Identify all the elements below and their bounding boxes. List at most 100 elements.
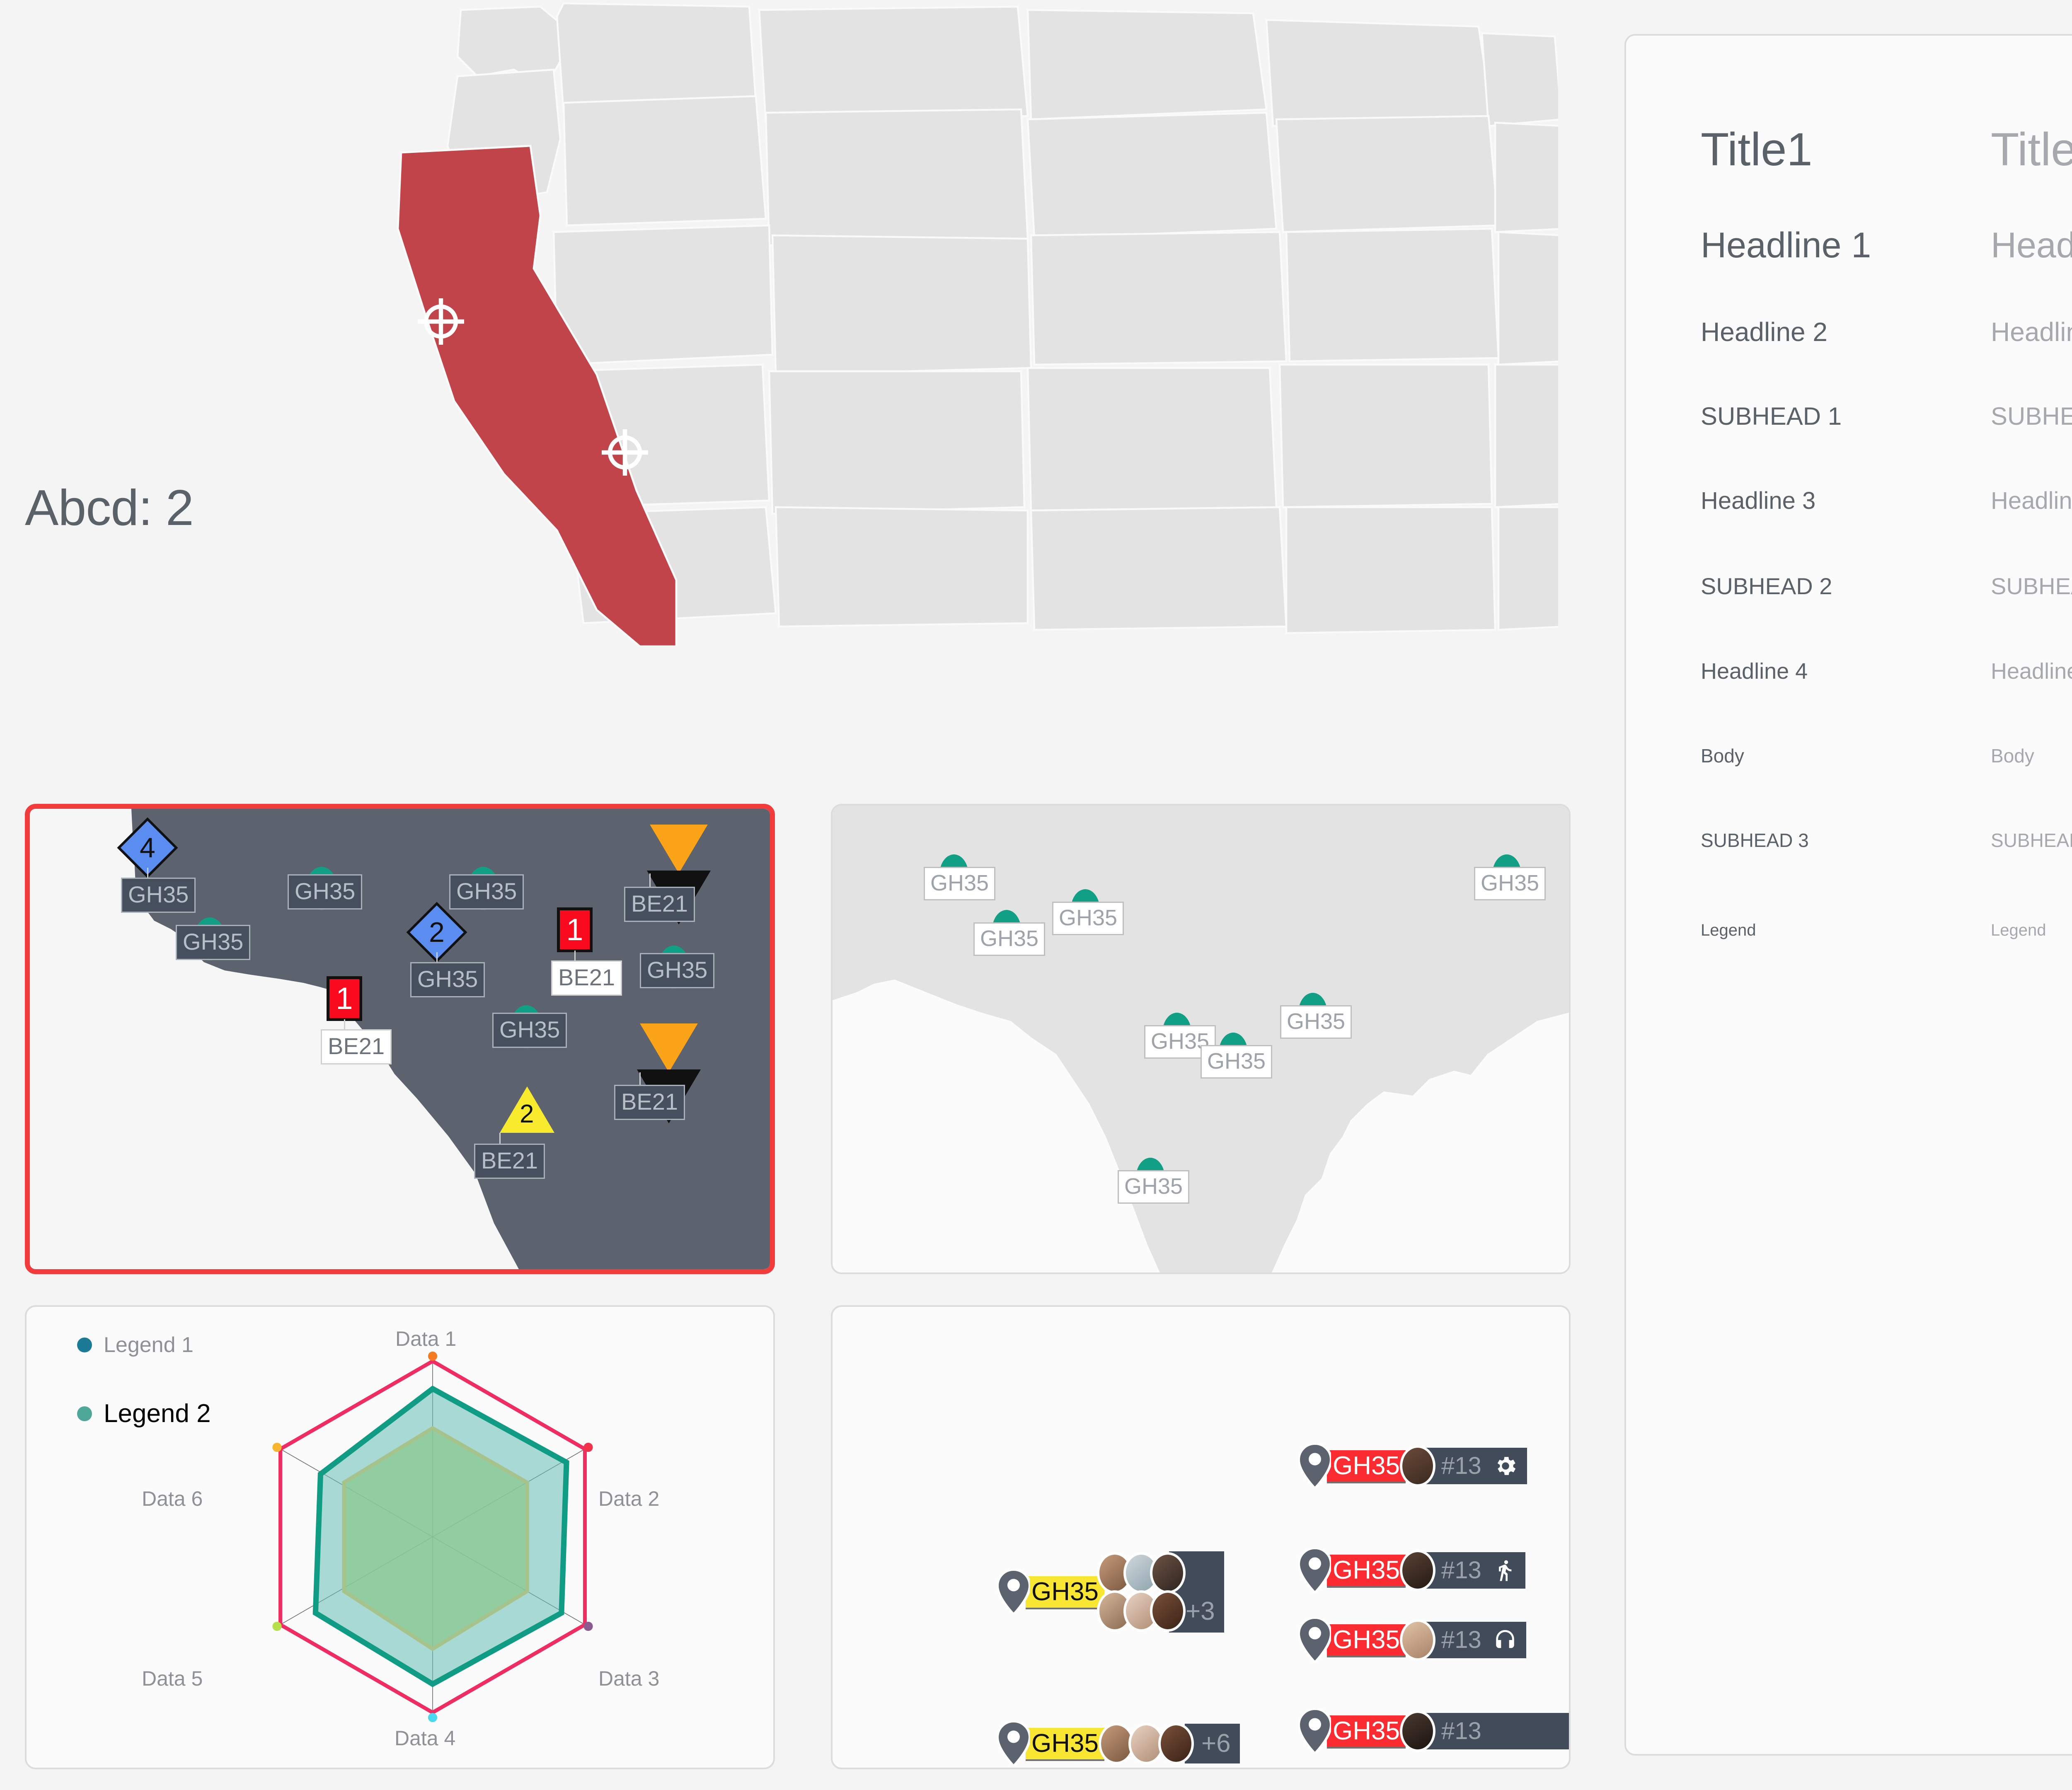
avatar[interactable]	[1399, 1710, 1435, 1752]
radar-axis-label-5: Data 5	[142, 1667, 203, 1690]
typo-sample-dark: Headline 3	[1701, 487, 1816, 514]
radar-axis-label-3: Data 3	[598, 1667, 660, 1690]
legend-label: Legend 1	[104, 1333, 194, 1357]
us-map-svg	[397, 2, 1558, 646]
avatar-strip[interactable]	[1098, 1723, 1194, 1764]
marker-tag: GH35	[121, 878, 196, 913]
pin-cluster-row[interactable]: GH35 +3	[997, 1551, 1224, 1633]
avatar[interactable]	[1150, 1552, 1186, 1594]
typo-sample-light: SUBHEAD 2	[1991, 573, 2072, 599]
legend-label: Legend 2	[104, 1399, 211, 1428]
avatar[interactable]	[1128, 1723, 1164, 1764]
map-pin-icon	[997, 1721, 1030, 1766]
marker-tag: BE21	[321, 1029, 392, 1064]
radar-axis-label-4: Data 4	[395, 1727, 456, 1750]
map-marker-triangle-3[interactable]: 3 BE21	[614, 1023, 701, 1123]
typo-sample-dark: Headline 4	[1701, 659, 1808, 684]
avatar[interactable]	[1399, 1445, 1435, 1487]
typo-row-headline2: Headline 2 Headline 2	[1701, 317, 2072, 347]
marker-tag: GH35	[1118, 1170, 1190, 1204]
map-pin-icon	[997, 1570, 1030, 1614]
pin-markers-panel[interactable]: GH35 #13 GH35 +3 GH35 #13	[831, 1305, 1571, 1769]
triangle-down-shape: 3	[637, 1023, 701, 1123]
typo-sample-light: SUBHEAD 1	[1991, 402, 2072, 430]
typo-row-subhead1: SUBHEAD 1 SUBHEAD 1	[1701, 402, 2072, 431]
map-marker-triangle-3[interactable]: 3 BE21	[624, 825, 711, 924]
triangle-up-shape: 2	[497, 1084, 557, 1135]
marker-tag: GH35	[410, 962, 485, 997]
map-marker-square-1[interactable]: 1 BE21	[321, 976, 392, 1064]
marker-stem	[147, 868, 148, 883]
crosshair-marker	[418, 298, 648, 476]
marker-tag: BE21	[614, 1085, 685, 1120]
legend-dot-icon	[77, 1406, 92, 1421]
typo-row-headline3: Headline 3 Headline 3	[1701, 487, 2072, 515]
pin-marker-row[interactable]: GH35 #13	[1299, 1548, 1525, 1593]
typo-sample-light: Title1	[1991, 123, 2072, 175]
marker-tag: GH35	[1474, 867, 1546, 900]
avatar[interactable]	[1158, 1723, 1194, 1764]
axis-dot-icon	[272, 1442, 282, 1452]
pin-marker-row[interactable]: GH35 #13	[1299, 1444, 1527, 1488]
marker-stem	[436, 952, 438, 967]
radar-chart-panel[interactable]: Legend 1 Legend 2 Data 1 Data 2 Data 3 D…	[25, 1305, 775, 1769]
legend-dot-icon	[77, 1338, 92, 1352]
pin-badge-box: #13	[1423, 1552, 1525, 1589]
map-marker-ellipse[interactable]: GH35	[492, 1005, 567, 1048]
us-map-region: Abcd: 2	[0, 0, 1591, 704]
pin-badge-count: #13	[1441, 1557, 1481, 1584]
map-marker-diamond-4[interactable]: 4 GH35	[117, 817, 196, 913]
pin-label: GH35	[1327, 1715, 1406, 1747]
marker-tag: GH35	[492, 1013, 567, 1048]
marker-tag: GH35	[924, 867, 996, 900]
legend-item-2[interactable]: Legend 2	[77, 1399, 211, 1428]
axis-dot-icon	[583, 1621, 593, 1631]
marker-tag: GH35	[973, 922, 1046, 956]
typo-sample-light: Headline 4	[1991, 659, 2072, 684]
map-count-label: Abcd: 2	[25, 479, 194, 536]
pin-badge-box: #13	[1423, 1448, 1527, 1484]
typo-row-body: Body Body	[1701, 745, 2072, 767]
avatar[interactable]	[1150, 1590, 1186, 1632]
map-marker-ellipse[interactable]: GH35	[640, 946, 715, 989]
marker-stem	[649, 873, 651, 888]
california-detail-map-panel[interactable]: 4 GH35 GH35 GH35 3 BE21 GH35 2 GH35 1 BE…	[25, 804, 775, 1274]
map-marker-diamond-2[interactable]: 2 GH35	[406, 902, 485, 997]
pin-cluster-row[interactable]: GH35 +6	[997, 1721, 1240, 1766]
map-pin-icon	[1299, 1709, 1331, 1754]
radar-series-1	[312, 1385, 569, 1687]
map-marker-ellipse[interactable]: GH35	[449, 867, 524, 910]
pin-badge-count: #13	[1441, 1717, 1481, 1744]
pin-label: GH35	[1026, 1728, 1104, 1759]
cluster-overflow-count: +6	[1184, 1724, 1240, 1763]
secondary-map-panel[interactable]: GH35 GH35 GH35 GH35 GH35 GH35 GH35 GH35	[831, 804, 1571, 1274]
typo-sample-dark: SUBHEAD 3	[1701, 830, 1809, 851]
pin-badge-box: #13	[1423, 1713, 1569, 1749]
pin-label: GH35	[1327, 1555, 1406, 1586]
avatar[interactable]	[1399, 1550, 1435, 1591]
typo-sample-light: SUBHEAD 3	[1991, 830, 2072, 851]
axis-dot-icon	[583, 1442, 593, 1452]
typo-sample-dark: SUBHEAD 1	[1701, 402, 1842, 430]
map-marker-ellipse[interactable]: GH35	[288, 867, 363, 910]
map-marker-triangle-2[interactable]: 2 BE21	[474, 1084, 557, 1179]
marker-tag: GH35	[176, 925, 251, 960]
typo-row-legend: Legend Legend	[1701, 921, 2072, 940]
typo-sample-light: Headline 2	[1991, 317, 2072, 347]
marker-tag: BE21	[474, 1144, 545, 1179]
square-shape: 1	[327, 976, 362, 1021]
map-marker-ellipse[interactable]: GH35	[176, 917, 251, 960]
map-marker-square-1[interactable]: 1 BE21	[551, 907, 622, 996]
marker-tag: GH35	[449, 874, 524, 910]
pin-label: GH35	[1026, 1576, 1104, 1608]
avatar[interactable]	[1399, 1619, 1435, 1661]
typo-row-subhead3: SUBHEAD 3 SUBHEAD 3	[1701, 829, 2072, 851]
pin-marker-row[interactable]: GH35 #13	[1299, 1618, 1526, 1662]
avatar-grid[interactable]	[1097, 1552, 1186, 1632]
headset-icon	[1496, 1630, 1514, 1648]
triangle-down-shape: 3	[647, 825, 711, 924]
pin-marker-row[interactable]: GH35 #13	[1299, 1709, 1569, 1754]
legend-item-1[interactable]: Legend 1	[77, 1333, 194, 1357]
marker-tag: GH35	[288, 874, 363, 910]
typo-sample-dark: Headline 1	[1701, 225, 1871, 265]
